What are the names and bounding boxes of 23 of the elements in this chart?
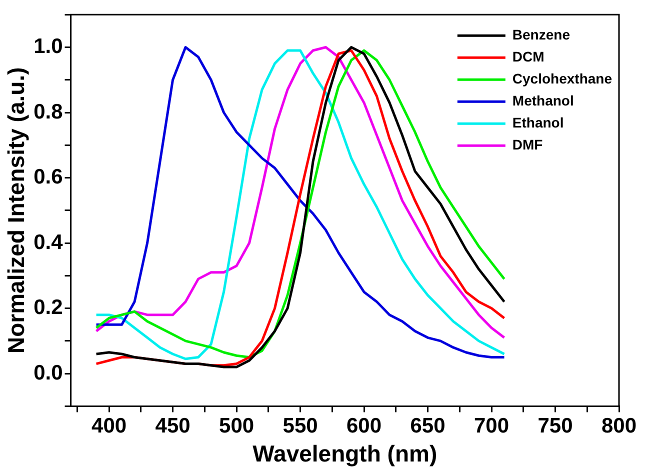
legend-label: Ethanol xyxy=(512,114,564,130)
y-tick-label: 0.2 xyxy=(34,296,63,320)
x-tick-label: 800 xyxy=(601,414,637,438)
x-tick-label: 450 xyxy=(155,414,190,438)
y-tick-label: 0.0 xyxy=(34,361,63,384)
y-tick-label: 1.0 xyxy=(34,35,63,58)
legend-label: DCM xyxy=(512,48,544,64)
x-axis-title: Wavelength (nm) xyxy=(252,440,438,467)
x-tick-label: 600 xyxy=(346,414,382,438)
legend-label: DMF xyxy=(512,136,544,152)
x-tick-label: 750 xyxy=(538,414,573,438)
y-tick-label: 0.6 xyxy=(34,166,63,189)
legend-label: Cyclohexthane xyxy=(512,70,612,86)
x-tick-label: 700 xyxy=(474,414,510,438)
y-tick-label: 0.8 xyxy=(34,100,64,124)
x-tick-label: 500 xyxy=(219,414,254,438)
y-tick-label: 0.4 xyxy=(34,230,64,254)
x-tick-label: 650 xyxy=(410,414,446,438)
y-axis-title: Normalized Intensity (a.u.) xyxy=(3,67,30,354)
legend-label: Methanol xyxy=(512,92,574,108)
x-tick-label: 400 xyxy=(92,414,127,438)
x-tick-label: 550 xyxy=(282,414,318,438)
legend-label: Benzene xyxy=(512,26,570,42)
